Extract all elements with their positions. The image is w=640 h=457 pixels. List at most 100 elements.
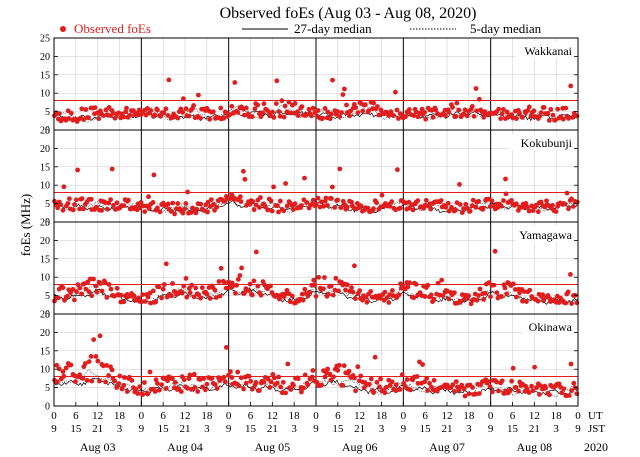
observed-point xyxy=(205,209,210,215)
observed-point xyxy=(208,197,214,203)
observed-point xyxy=(568,272,573,277)
observed-point xyxy=(318,199,324,205)
y-tick-label: 25 xyxy=(40,310,50,321)
observed-point xyxy=(430,114,436,120)
observed-point xyxy=(193,285,199,291)
observed-point xyxy=(308,113,314,119)
observed-point xyxy=(86,289,92,295)
observed-point xyxy=(496,388,501,394)
y-tick-label: 10 xyxy=(40,89,50,100)
observed-point xyxy=(384,384,389,390)
observed-point xyxy=(182,206,188,212)
observed-point xyxy=(397,387,403,392)
observed-point xyxy=(344,204,350,210)
observed-point xyxy=(566,393,572,398)
legend-observed-marker xyxy=(60,26,66,32)
observed-point xyxy=(158,113,164,119)
observed-point xyxy=(534,385,539,390)
observed-point xyxy=(79,291,84,297)
observed-point xyxy=(79,196,85,202)
day-label: Aug 08 xyxy=(516,440,552,454)
observed-point xyxy=(106,200,112,206)
observed-point xyxy=(316,274,322,280)
observed-point xyxy=(561,386,567,392)
observed-point xyxy=(155,381,160,386)
observed-point xyxy=(302,286,308,292)
observed-point xyxy=(94,289,100,295)
observed-point xyxy=(174,206,179,212)
observed-point xyxy=(452,290,457,296)
observed-point xyxy=(276,109,282,114)
observed-point xyxy=(81,117,86,122)
observed-point xyxy=(258,114,264,120)
jst-tick-label: 21 xyxy=(267,423,278,435)
observed-point xyxy=(183,276,189,281)
observed-point xyxy=(393,382,399,388)
observed-point xyxy=(235,369,241,375)
observed-point xyxy=(180,109,186,115)
ut-tick-label: 6 xyxy=(422,410,428,422)
observed-point xyxy=(87,276,93,282)
observed-point xyxy=(236,383,242,389)
y-tick-label: 10 xyxy=(40,365,50,376)
observed-point xyxy=(196,292,202,298)
observed-point xyxy=(393,89,398,95)
observed-point xyxy=(516,388,521,394)
observed-point xyxy=(97,378,102,384)
observed-point xyxy=(358,373,364,379)
observed-point xyxy=(108,197,113,203)
observed-point xyxy=(481,297,487,302)
observed-point xyxy=(175,201,181,206)
observed-point xyxy=(382,390,388,396)
observed-point xyxy=(245,288,251,293)
y-tick-label: 5 xyxy=(45,383,50,394)
observed-point xyxy=(322,106,328,111)
observed-point xyxy=(119,386,125,392)
observed-point xyxy=(462,393,468,399)
observed-point xyxy=(82,361,88,366)
observed-point xyxy=(525,204,530,210)
observed-point xyxy=(93,354,99,359)
observed-point xyxy=(65,293,70,299)
observed-point xyxy=(553,209,559,215)
observed-point xyxy=(291,207,296,212)
observed-point xyxy=(547,392,552,398)
observed-point xyxy=(535,298,541,304)
observed-point xyxy=(212,287,218,293)
observed-point xyxy=(553,117,558,123)
observed-point xyxy=(307,289,312,295)
observed-point xyxy=(235,110,241,115)
observed-point xyxy=(463,201,469,207)
observed-point xyxy=(163,261,169,267)
observed-point xyxy=(562,201,568,207)
observed-point xyxy=(513,294,519,300)
day-label: Aug 05 xyxy=(254,440,290,454)
observed-point xyxy=(286,99,292,105)
observed-point xyxy=(499,378,505,384)
observed-point xyxy=(540,292,546,298)
observed-point xyxy=(510,365,516,371)
observed-point xyxy=(146,206,152,212)
observed-point xyxy=(407,280,412,286)
observed-point xyxy=(77,206,83,212)
panel-wakkanai: 0 5 10 15 20 25 Wakkanai xyxy=(40,34,580,137)
observed-point xyxy=(559,390,565,396)
observed-point xyxy=(101,113,106,118)
observed-point xyxy=(354,201,360,206)
observed-point xyxy=(123,109,129,115)
observed-point xyxy=(89,378,95,384)
observed-point xyxy=(494,379,499,385)
observed-point xyxy=(299,291,305,297)
observed-point xyxy=(405,284,411,290)
ut-tick-label: 12 xyxy=(180,410,191,422)
station-label-bg xyxy=(508,134,574,150)
observed-point xyxy=(248,378,254,384)
observed-point xyxy=(210,109,216,115)
observed-point xyxy=(279,390,285,396)
observed-point xyxy=(476,198,481,204)
observed-point xyxy=(72,297,77,303)
observed-point xyxy=(415,114,421,120)
observed-point xyxy=(395,167,400,173)
observed-point xyxy=(95,358,101,364)
observed-point xyxy=(299,389,304,395)
